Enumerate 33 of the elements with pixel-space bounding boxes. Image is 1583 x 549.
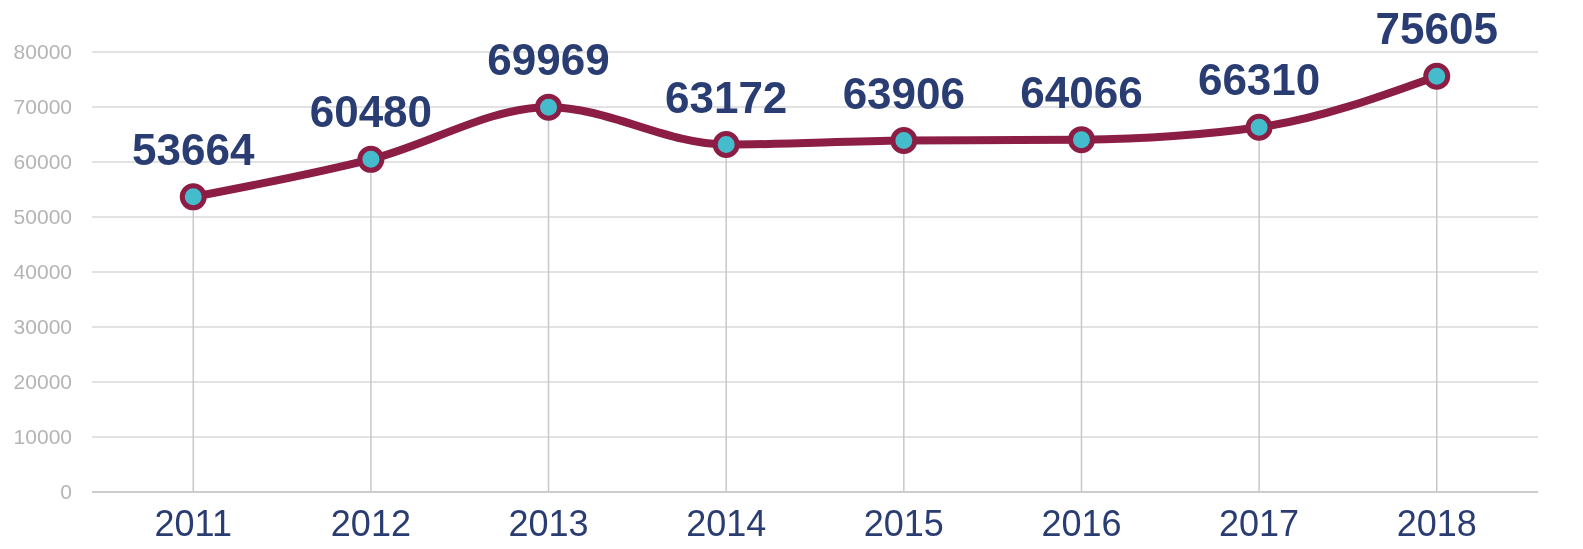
y-tick-label: 60000 bbox=[13, 150, 72, 174]
x-tick-label: 2013 bbox=[508, 503, 589, 544]
x-tick-label: 2014 bbox=[686, 503, 767, 544]
point bbox=[357, 145, 385, 173]
data-label: 63906 bbox=[842, 68, 965, 118]
point bbox=[535, 93, 563, 121]
y-tick-label: 80000 bbox=[13, 40, 72, 64]
x-tick-label: 2015 bbox=[863, 503, 944, 544]
data-label: 66310 bbox=[1197, 55, 1321, 105]
y-tick-label: 50000 bbox=[13, 205, 72, 229]
x-tick-label: 2011 bbox=[154, 503, 232, 544]
y-tick-label: 0 bbox=[60, 480, 72, 504]
point bbox=[1067, 126, 1095, 154]
data-label: 53664 bbox=[132, 124, 255, 174]
y-tick-label: 40000 bbox=[13, 260, 72, 284]
point bbox=[712, 131, 740, 159]
y-tick-label: 70000 bbox=[13, 95, 72, 119]
data-label: 60480 bbox=[309, 87, 433, 137]
y-tick-label: 20000 bbox=[13, 370, 72, 394]
x-tick-label: 2018 bbox=[1396, 503, 1477, 544]
point bbox=[890, 127, 918, 155]
y-tick-label: 10000 bbox=[13, 425, 72, 449]
data-label: 69969 bbox=[487, 35, 610, 85]
data-label: 63172 bbox=[665, 72, 788, 122]
data-label: 75605 bbox=[1375, 4, 1498, 54]
x-tick-label: 2016 bbox=[1041, 503, 1122, 544]
point bbox=[1423, 62, 1451, 90]
point bbox=[179, 183, 207, 211]
x-tick-label: 2012 bbox=[330, 503, 411, 544]
data-label: 64066 bbox=[1020, 67, 1143, 117]
x-tick-label: 2017 bbox=[1219, 503, 1300, 544]
y-tick-label: 30000 bbox=[13, 315, 72, 339]
point bbox=[1245, 113, 1273, 141]
